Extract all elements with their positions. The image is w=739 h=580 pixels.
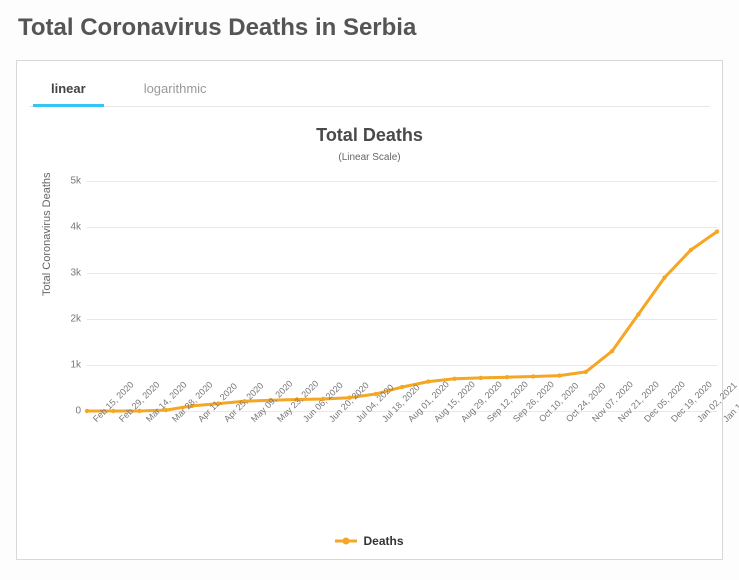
- ytick-label: 5k: [70, 176, 81, 187]
- ytick-label: 4k: [70, 222, 81, 233]
- yaxis-title: Total Coronavirus Deaths: [41, 172, 53, 296]
- xtick-label: Aug 01, 2020: [406, 417, 413, 424]
- xtick-label: Jul 18, 2020: [380, 417, 387, 424]
- tab-linear[interactable]: linear: [51, 71, 86, 106]
- xtick-label: Feb 15, 2020: [91, 417, 98, 424]
- xtick-label: Nov 07, 2020: [590, 417, 597, 424]
- chart-title: Total Deaths: [17, 125, 722, 146]
- xtick-label: May 09, 2020: [249, 417, 256, 424]
- xtick-label: Sep 26, 2020: [511, 417, 518, 424]
- xtick-label: Jan 02, 2021: [695, 417, 702, 424]
- xtick-label: Oct 24, 2020: [564, 417, 571, 424]
- xtick-label: May 23, 2020: [275, 417, 282, 424]
- xtick-label: Jun 06, 2020: [301, 417, 308, 424]
- xtick-label: Aug 29, 2020: [459, 417, 466, 424]
- xtick-label: Aug 15, 2020: [432, 417, 439, 424]
- xtick-label: Apr 25, 2020: [222, 417, 229, 424]
- xaxis-ticks: Feb 15, 2020 Feb 29, 2020 Mar 14, 2020 Mar …: [87, 411, 717, 501]
- chart-subtitle: (Linear Scale): [17, 152, 722, 163]
- legend-label: Deaths: [363, 534, 403, 548]
- ytick-label: 3k: [70, 268, 81, 279]
- xtick-label: Feb 29, 2020: [117, 417, 124, 424]
- xtick-label: Sep 12, 2020: [485, 417, 492, 424]
- xtick-label: Jul 04, 2020: [354, 417, 361, 424]
- xtick-label: Jun 20, 2020: [327, 417, 334, 424]
- series-line: [87, 181, 717, 411]
- plot-area: 01k2k3k4k5k: [87, 181, 717, 411]
- xtick-label: Apr 11, 2020: [196, 417, 203, 424]
- xtick-label: Mar 14, 2020: [144, 417, 151, 424]
- ytick-label: 0: [75, 406, 81, 417]
- ytick-label: 1k: [70, 360, 81, 371]
- chart-card: linear logarithmic Total Deaths (Linear …: [16, 60, 723, 560]
- xtick-label: Jan 16, 2021: [721, 417, 728, 424]
- legend: Deaths: [17, 534, 722, 549]
- page-title: Total Coronavirus Deaths in Serbia: [18, 14, 723, 42]
- xtick-label: Dec 05, 2020: [642, 417, 649, 424]
- xtick-label: Mar 28, 2020: [170, 417, 177, 424]
- xtick-label: Oct 10, 2020: [537, 417, 544, 424]
- xtick-label: Dec 19, 2020: [669, 417, 676, 424]
- xtick-label: Nov 21, 2020: [616, 417, 623, 424]
- ytick-label: 2k: [70, 314, 81, 325]
- legend-swatch-icon: [335, 535, 357, 549]
- tab-logarithmic[interactable]: logarithmic: [144, 71, 207, 106]
- scale-tabs: linear logarithmic: [29, 71, 710, 107]
